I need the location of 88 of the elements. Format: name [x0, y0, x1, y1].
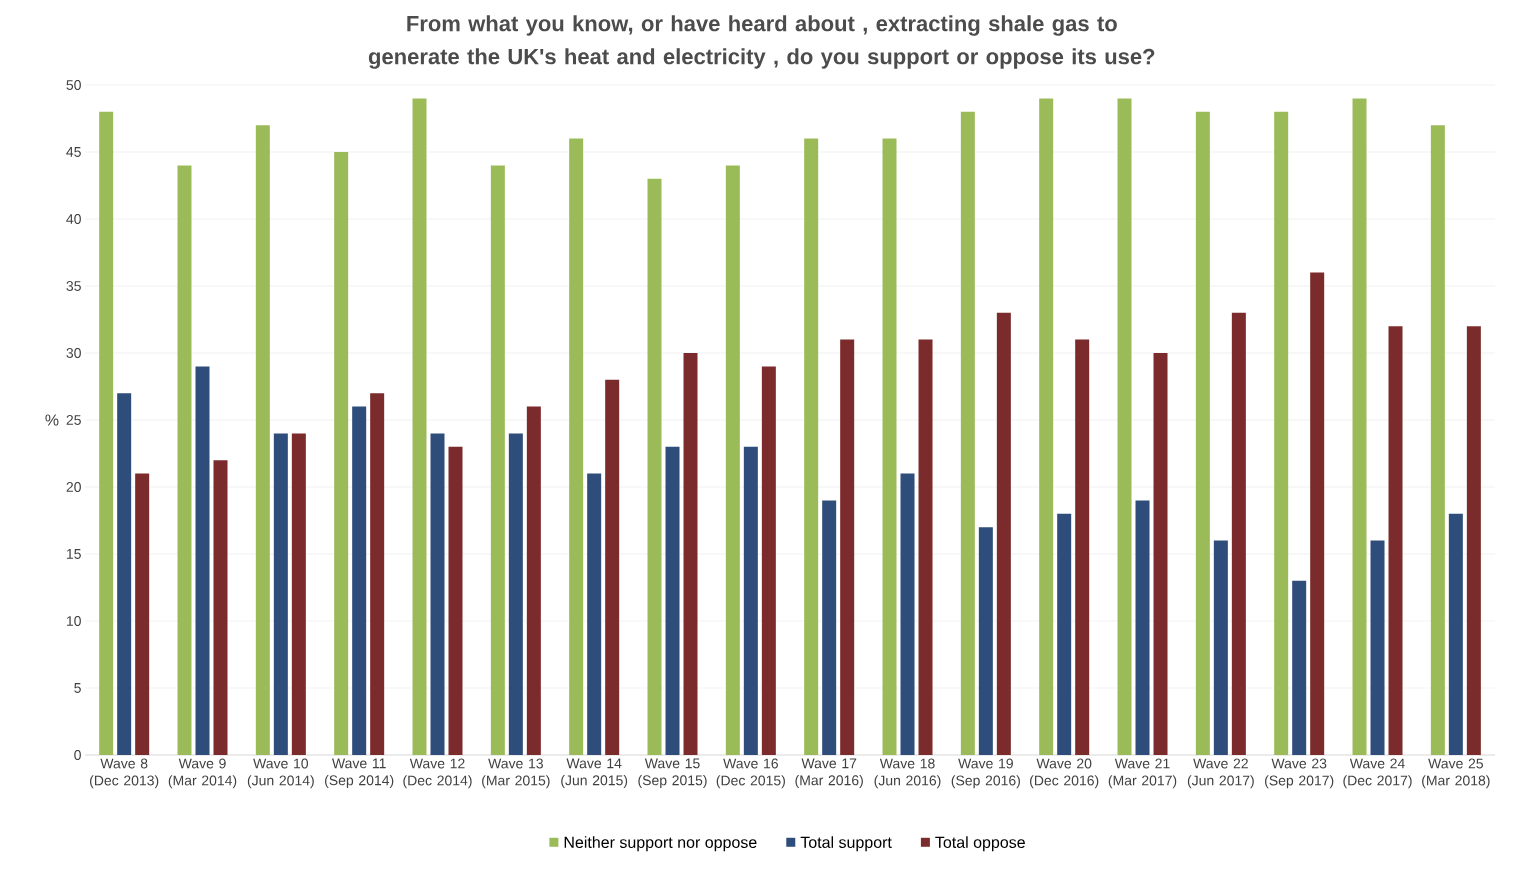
bar: [743, 446, 758, 755]
x-tick-label: Wave 25 (Mar 2018): [1422, 758, 1490, 789]
bar: [99, 111, 114, 755]
bar: [334, 152, 349, 755]
bar: [370, 393, 385, 755]
x-tick-label: Wave 18 (Jun 2016): [874, 758, 941, 789]
bar: [448, 446, 463, 755]
chart-title: From what you know, or have heard about , extracting shale gas to generate the UK's heat and electricity , do you support or oppose its use?: [368, 15, 1155, 69]
x-tick-label: Wave 15 (Sep 2015): [638, 758, 707, 789]
bar: [587, 473, 602, 755]
bar: [1448, 513, 1463, 755]
bar: [683, 353, 698, 755]
legend-label: Neither support nor oppose: [564, 836, 757, 852]
bar: [526, 406, 541, 755]
x-tick-label: Wave 23 (Sep 2017): [1265, 758, 1334, 789]
x-tick-label: Wave 16 (Dec 2015): [716, 758, 785, 789]
y-tick-label: 20: [66, 482, 81, 492]
x-tick-label: Wave 22 (Jun 2017): [1187, 758, 1254, 789]
bar: [1370, 540, 1385, 755]
bar: [605, 379, 620, 755]
bar: [490, 165, 505, 755]
x-tick-label: Wave 9 (Mar 2014): [168, 758, 237, 789]
x-tick-label: Wave 13 (Mar 2015): [482, 758, 550, 789]
bar: [1231, 312, 1246, 755]
bar: [804, 138, 819, 755]
bar: [918, 339, 933, 755]
bar: [412, 98, 427, 755]
x-tick-label: Wave 10 (Jun 2014): [247, 758, 314, 789]
bar: [213, 460, 228, 755]
bar: [996, 312, 1011, 755]
bar: [1213, 540, 1228, 755]
bar: [1195, 111, 1210, 755]
y-tick-label: 15: [66, 549, 81, 559]
x-tick-label: Wave 8 (Dec 2013): [90, 758, 159, 789]
bar: [1292, 580, 1307, 755]
y-tick-label: 35: [66, 281, 81, 291]
bar: [195, 366, 210, 755]
bar: [569, 138, 584, 755]
y-tick-label: 5: [74, 683, 81, 693]
bar: [1039, 98, 1054, 755]
x-tick-label: Wave 24 (Dec 2017): [1343, 758, 1412, 789]
bar: [1466, 326, 1481, 755]
y-tick-label: 10: [66, 616, 81, 626]
bar: [1310, 272, 1325, 755]
bar: [978, 527, 993, 755]
x-tick-label: Wave 20 (Dec 2016): [1030, 758, 1099, 789]
bar: [960, 111, 975, 755]
bar: [1388, 326, 1403, 755]
bar: [135, 473, 150, 755]
x-tick-label: Wave 21 (Mar 2017): [1108, 758, 1177, 789]
bar: [1075, 339, 1090, 755]
bar: [900, 473, 915, 755]
x-tick-label: Wave 19 (Sep 2016): [951, 758, 1020, 789]
y-tick-label: 40: [66, 214, 81, 224]
bar: [1274, 111, 1289, 755]
legend-label: Total oppose: [935, 836, 1025, 852]
bar: [647, 178, 662, 755]
bar: [1135, 500, 1150, 755]
bar: [1153, 353, 1168, 755]
x-tick-label: Wave 14 (Jun 2015): [561, 758, 628, 789]
bar: [508, 433, 523, 755]
bar: [291, 433, 306, 755]
bar: [725, 165, 740, 755]
y-tick-label: 30: [66, 348, 81, 358]
bar: [117, 393, 132, 755]
y-axis-title: %: [45, 414, 59, 426]
y-tick-label: 25: [66, 415, 81, 425]
bar: [822, 500, 837, 755]
bar: [1352, 98, 1367, 755]
bar: [761, 366, 776, 755]
x-tick-label: Wave 17 (Mar 2016): [795, 758, 863, 789]
x-tick-label: Wave 12 (Dec 2014): [403, 758, 472, 789]
bar: [882, 138, 897, 755]
bar: [1430, 125, 1445, 755]
x-tick-label: Wave 11 (Sep 2014): [325, 758, 394, 789]
bar: [1117, 98, 1132, 755]
bar: [840, 339, 855, 755]
bar: [273, 433, 288, 755]
bar: [352, 406, 367, 755]
bar: [1057, 513, 1072, 755]
y-tick-label: 0: [74, 750, 81, 760]
bar: [665, 446, 680, 755]
y-tick-label: 45: [66, 147, 81, 157]
bar: [430, 433, 445, 755]
bar: [255, 125, 270, 755]
bar: [177, 165, 192, 755]
y-tick-label: 50: [66, 80, 81, 90]
legend-label: Total support: [800, 836, 892, 852]
